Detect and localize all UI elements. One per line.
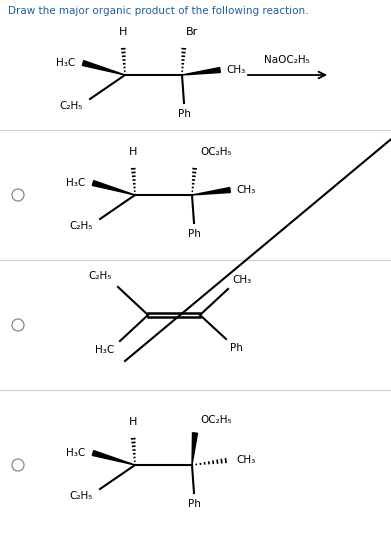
- Text: OC₂H₅: OC₂H₅: [200, 147, 231, 157]
- Polygon shape: [92, 181, 135, 195]
- Text: C₂H₅: C₂H₅: [59, 101, 83, 111]
- Text: Ph: Ph: [178, 109, 190, 119]
- Text: C₂H₅: C₂H₅: [70, 491, 93, 501]
- Circle shape: [12, 319, 24, 331]
- Text: Ph: Ph: [230, 343, 243, 353]
- Text: H: H: [119, 27, 127, 37]
- Text: H: H: [129, 147, 137, 157]
- Polygon shape: [192, 433, 197, 465]
- Text: CH₃: CH₃: [236, 185, 255, 195]
- Text: H₃C: H₃C: [95, 345, 114, 355]
- Text: CH₃: CH₃: [226, 65, 245, 75]
- Polygon shape: [92, 451, 135, 465]
- Text: OC₂H₅: OC₂H₅: [200, 415, 231, 425]
- Text: Ph: Ph: [188, 229, 201, 239]
- Text: C₂H₅: C₂H₅: [70, 221, 93, 231]
- Text: CH₃: CH₃: [232, 275, 251, 285]
- Circle shape: [12, 189, 24, 201]
- Text: H₃C: H₃C: [66, 448, 85, 458]
- Text: H₃C: H₃C: [56, 58, 75, 68]
- Text: C₂H₅: C₂H₅: [89, 271, 112, 281]
- Text: NaOC₂H₅: NaOC₂H₅: [264, 55, 310, 65]
- Text: CH₃: CH₃: [236, 455, 255, 465]
- Polygon shape: [182, 67, 220, 75]
- Text: Ph: Ph: [188, 499, 201, 509]
- Text: Br: Br: [186, 27, 198, 37]
- Text: Draw the major organic product of the following reaction.: Draw the major organic product of the fo…: [8, 6, 308, 16]
- Text: H: H: [129, 417, 137, 427]
- Text: H₃C: H₃C: [66, 178, 85, 188]
- Circle shape: [12, 459, 24, 471]
- Polygon shape: [192, 187, 230, 195]
- Polygon shape: [83, 61, 125, 75]
